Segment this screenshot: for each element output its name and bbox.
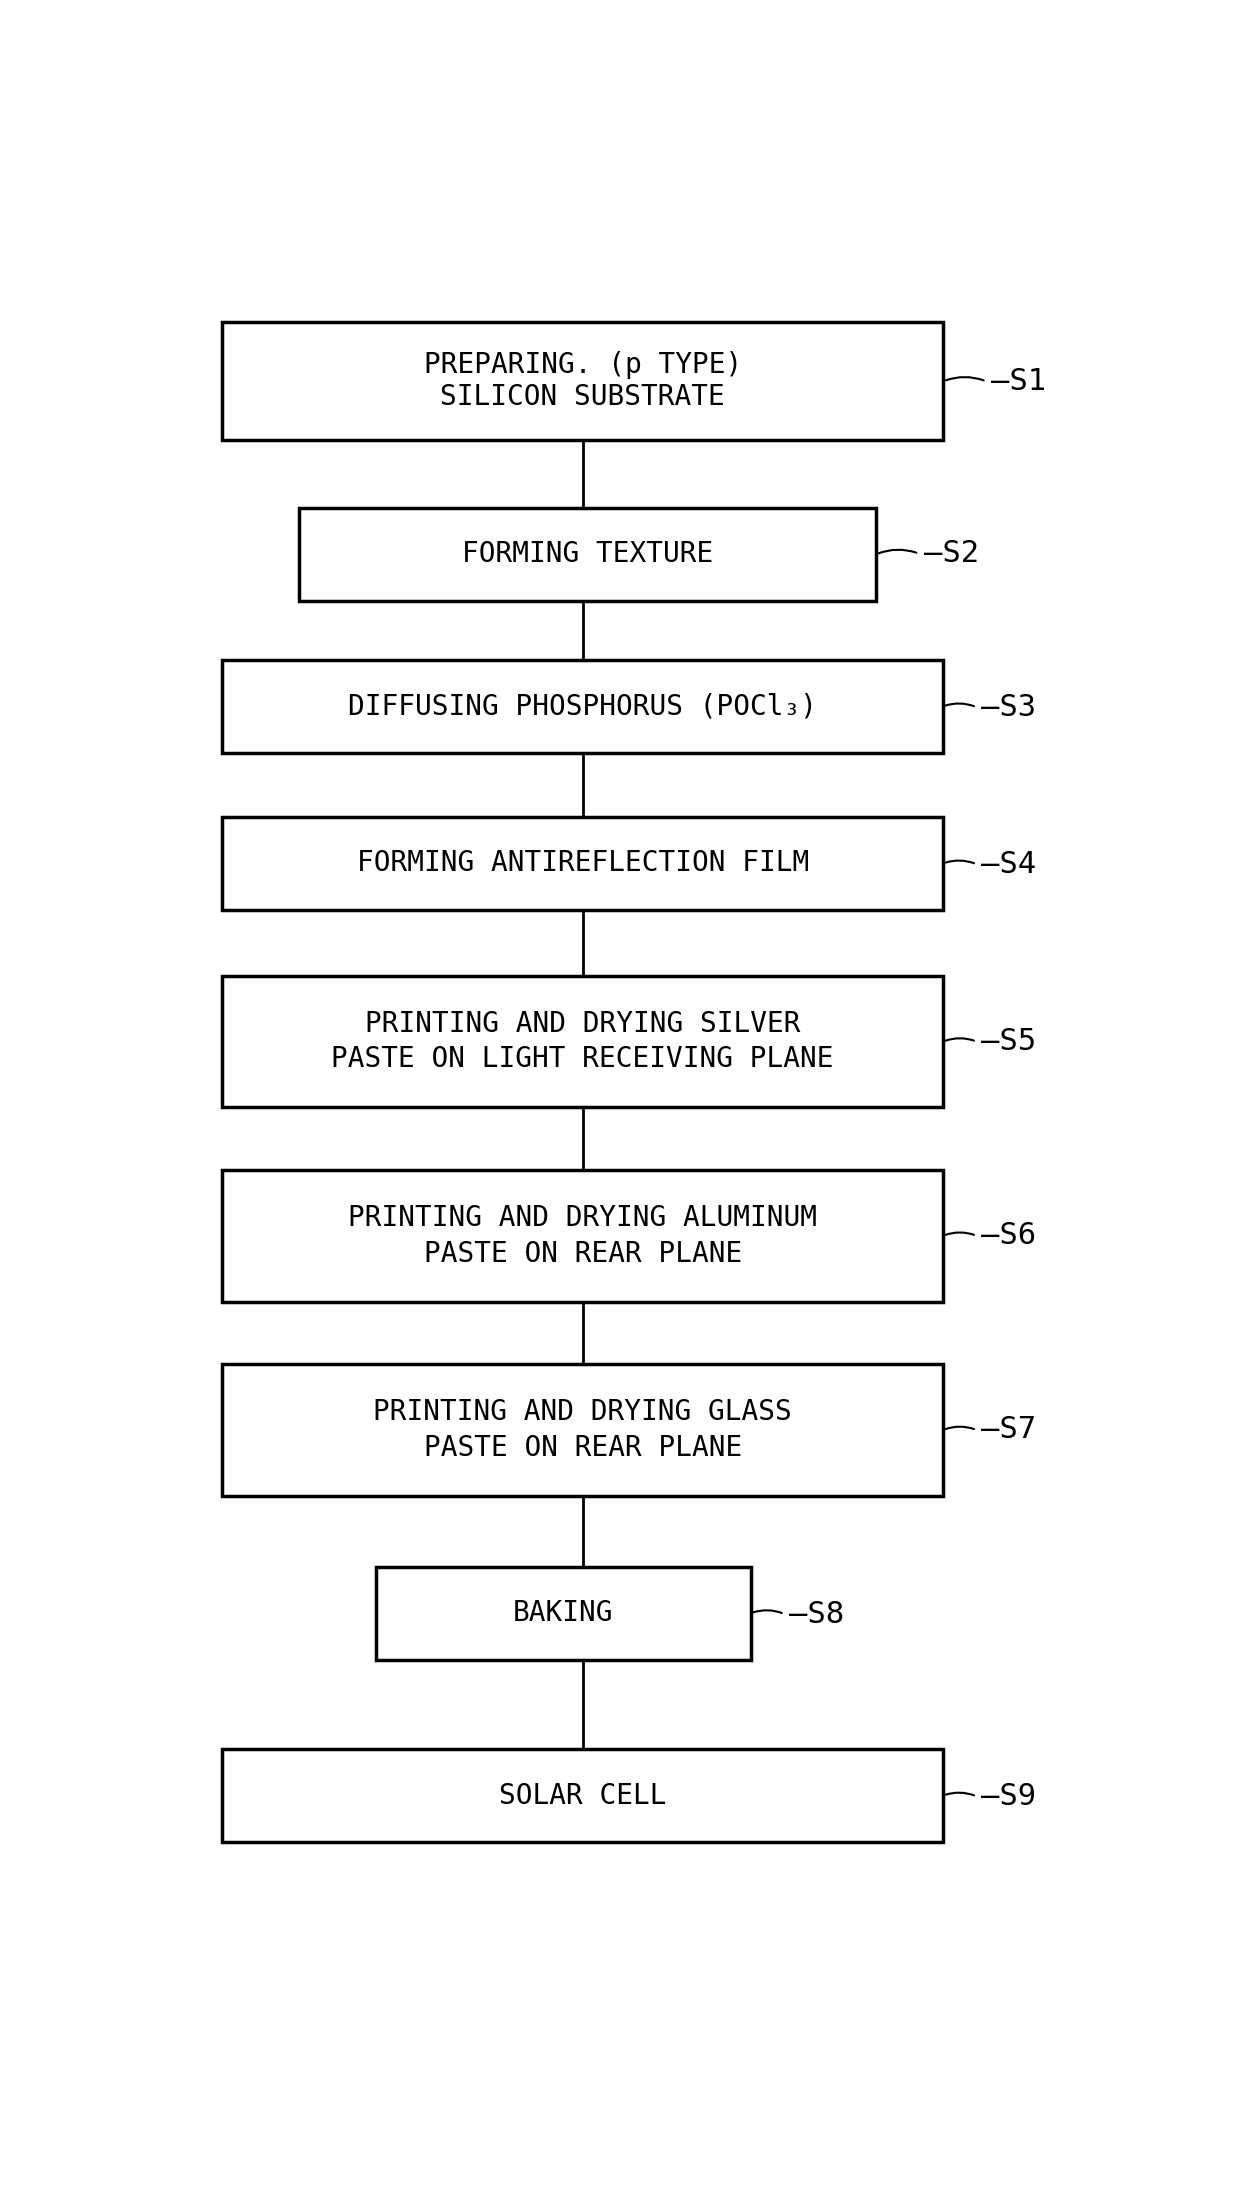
Bar [376, 1566, 750, 1660]
Text: —S6: —S6 [982, 1222, 1037, 1250]
Text: —S4: —S4 [982, 851, 1037, 879]
Text: FORMING ANTIREFLECTION FILM: FORMING ANTIREFLECTION FILM [357, 849, 808, 877]
Bar [222, 818, 942, 910]
Bar [299, 509, 875, 601]
Text: —S2: —S2 [924, 539, 978, 568]
Bar [222, 1750, 942, 1842]
Text: DIFFUSING PHOSPHORUS (POCl₃): DIFFUSING PHOSPHORUS (POCl₃) [348, 693, 817, 721]
Text: —S3: —S3 [982, 693, 1037, 721]
Text: FORMING TEXTURE: FORMING TEXTURE [461, 539, 713, 568]
Text: —S1: —S1 [991, 366, 1047, 397]
Text: BAKING: BAKING [513, 1599, 614, 1627]
Text: SOLAR CELL: SOLAR CELL [498, 1781, 666, 1809]
Text: PRINTING AND DRYING GLASS: PRINTING AND DRYING GLASS [373, 1399, 792, 1425]
Bar [222, 1364, 942, 1496]
Text: —S7: —S7 [982, 1414, 1037, 1445]
Text: PASTE ON REAR PLANE: PASTE ON REAR PLANE [424, 1239, 742, 1268]
Text: PRINTING AND DRYING SILVER: PRINTING AND DRYING SILVER [365, 1009, 800, 1037]
Bar [222, 660, 942, 752]
Text: —S9: —S9 [982, 1783, 1037, 1811]
Text: —S5: —S5 [982, 1026, 1037, 1057]
Text: PASTE ON LIGHT RECEIVING PLANE: PASTE ON LIGHT RECEIVING PLANE [331, 1046, 833, 1072]
Bar [222, 976, 942, 1107]
Text: PASTE ON REAR PLANE: PASTE ON REAR PLANE [424, 1434, 742, 1463]
Text: PREPARING. (p TYPE): PREPARING. (p TYPE) [424, 351, 742, 379]
Text: —S8: —S8 [789, 1599, 844, 1629]
Text: SILICON SUBSTRATE: SILICON SUBSTRATE [440, 384, 725, 412]
Bar [222, 322, 942, 441]
Bar [222, 1169, 942, 1303]
Text: PRINTING AND DRYING ALUMINUM: PRINTING AND DRYING ALUMINUM [348, 1204, 817, 1232]
